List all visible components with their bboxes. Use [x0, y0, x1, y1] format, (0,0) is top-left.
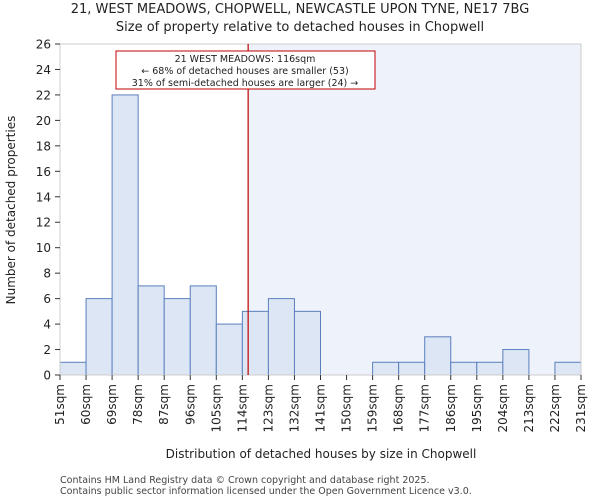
bar-222sqm: [554, 361, 582, 376]
x-tick-label: 96sqm: [183, 384, 197, 425]
x-tick-label: 60sqm: [79, 384, 93, 425]
x-tick-label: 51sqm: [53, 384, 67, 425]
y-tick-label: 6: [43, 292, 51, 306]
x-axis-label: Distribution of detached houses by size …: [166, 447, 477, 461]
x-tick-label: 69sqm: [105, 384, 119, 425]
x-tick-label: 231sqm: [574, 384, 588, 432]
x-tick-label: 105sqm: [209, 384, 223, 432]
x-tick-label: 78sqm: [131, 384, 145, 425]
y-axis-label: Number of detached properties: [4, 116, 18, 305]
x-tick-label: 87sqm: [157, 384, 171, 425]
x-tick-label: 114sqm: [235, 384, 249, 432]
bar-105sqm: [215, 323, 243, 376]
chart-subtitle: Size of property relative to detached ho…: [116, 20, 484, 35]
bar-168sqm: [398, 361, 426, 376]
x-tick-label: 123sqm: [261, 384, 275, 432]
annotation-line-1: 21 WEST MEADOWS: 116sqm: [175, 54, 316, 65]
y-tick-label: 24: [36, 63, 51, 77]
y-tick-label: 2: [43, 343, 51, 357]
x-tick-label: 141sqm: [314, 384, 328, 432]
bar-96sqm: [189, 285, 217, 376]
x-tick-label: 222sqm: [548, 384, 562, 432]
bar-60sqm: [85, 298, 113, 376]
bar-78sqm: [137, 285, 165, 376]
y-tick-label: 8: [43, 267, 51, 281]
x-axis: 51sqm 60sqm 69sqm 78sqm 87sqm 96sqm 105sqm 114s…: [53, 375, 588, 432]
y-tick-label: 14: [36, 190, 51, 204]
property-annotation: 21 WEST MEADOWS: 116sqm ← 68% of detache…: [115, 50, 376, 90]
bar-177sqm: [424, 336, 452, 376]
annotation-line-2: ← 68% of detached houses are smaller (53…: [141, 66, 348, 77]
bars-group: [59, 94, 582, 376]
x-tick-label: 177sqm: [418, 384, 432, 432]
annotation-line-3: 31% of semi-detached houses are larger (…: [132, 78, 359, 89]
bar-123sqm: [267, 298, 295, 376]
x-tick-label: 159sqm: [366, 384, 380, 432]
x-tick-label: 150sqm: [340, 384, 354, 432]
x-tick-label: 213sqm: [522, 384, 536, 432]
x-tick-label: 168sqm: [392, 384, 406, 432]
bar-69sqm: [111, 94, 139, 376]
y-tick-label: 18: [36, 139, 51, 153]
bar-195sqm: [476, 361, 504, 376]
bar-186sqm: [450, 361, 478, 376]
y-tick-label: 12: [36, 216, 51, 230]
x-tick-label: 195sqm: [470, 384, 484, 432]
bar-204sqm: [502, 349, 530, 376]
x-tick-label: 132sqm: [287, 384, 301, 432]
y-tick-label: 16: [36, 165, 51, 179]
y-tick-label: 4: [43, 318, 51, 332]
bar-132sqm: [293, 310, 322, 376]
footer-line-1: Contains HM Land Registry data © Crown c…: [60, 475, 430, 486]
y-tick-label: 20: [36, 114, 51, 128]
bar-114sqm: [241, 310, 269, 376]
x-tick-label: 186sqm: [444, 384, 458, 432]
x-tick-label: 204sqm: [496, 384, 510, 432]
bar-51sqm: [59, 361, 87, 376]
y-tick-label: 26: [36, 38, 51, 52]
y-tick-label: 22: [36, 88, 51, 102]
footer-line-2: Contains public sector information licen…: [60, 486, 472, 497]
annotation-box: [115, 50, 376, 90]
bar-87sqm: [163, 298, 191, 376]
bar-159sqm: [372, 361, 400, 376]
y-tick-label: 10: [36, 241, 51, 255]
chart-title: 21, WEST MEADOWS, CHOPWELL, NEWCASTLE UP…: [71, 2, 530, 17]
y-tick-label: 0: [43, 369, 51, 383]
